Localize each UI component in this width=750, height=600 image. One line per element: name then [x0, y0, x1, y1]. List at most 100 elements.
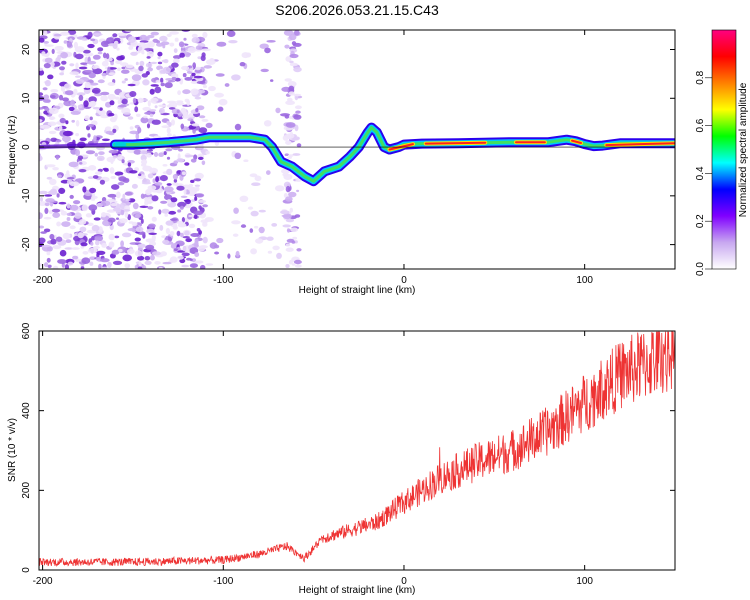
noise-blob	[95, 240, 100, 246]
noise-blob	[43, 99, 51, 103]
noise-blob	[258, 209, 266, 213]
noise-blob	[134, 250, 143, 257]
noise-blob	[121, 66, 126, 70]
noise-blob	[193, 154, 198, 160]
noise-blob	[117, 104, 127, 108]
noise-blob	[204, 217, 214, 222]
y-tick-label: -20	[21, 237, 32, 252]
noise-blob	[251, 182, 261, 186]
noise-blob	[239, 61, 246, 67]
noise-blob	[50, 238, 57, 245]
noise-blob	[100, 95, 108, 102]
noise-blob	[201, 160, 206, 166]
noise-blob	[174, 37, 179, 42]
noise-blob	[165, 227, 170, 235]
noise-blob	[122, 193, 126, 201]
noise-blob	[114, 113, 118, 120]
noise-blob	[124, 78, 128, 81]
noise-blob	[39, 37, 45, 43]
noise-blob	[193, 178, 201, 182]
noise-blob	[132, 202, 139, 210]
noise-blob	[141, 181, 152, 185]
noise-blob	[292, 153, 301, 156]
noise-blob	[129, 130, 139, 135]
noise-blob	[82, 251, 89, 255]
noise-blob	[296, 189, 300, 193]
noise-blob	[39, 237, 46, 244]
noise-blob	[110, 176, 116, 179]
spectrogram-frame	[38, 29, 676, 270]
noise-blob	[185, 198, 191, 205]
noise-blob	[288, 85, 295, 93]
noise-blob	[166, 156, 171, 160]
noise-blob	[158, 152, 165, 157]
noise-blob	[266, 236, 274, 241]
noise-blob	[117, 182, 125, 186]
noise-blob	[39, 119, 43, 123]
noise-blob	[202, 204, 209, 208]
noise-blob	[75, 133, 79, 137]
noise-blob	[194, 96, 202, 100]
x-tick-label: -100	[213, 275, 233, 286]
noise-blob	[192, 128, 196, 134]
noise-blob	[40, 124, 51, 130]
noise-blob	[280, 113, 290, 117]
noise-blob	[290, 227, 299, 233]
noise-blob	[160, 251, 167, 257]
noise-blob	[96, 250, 106, 255]
noise-blob	[69, 71, 80, 76]
noise-blob	[104, 126, 112, 132]
noise-blob	[51, 208, 61, 213]
noise-blob	[81, 204, 89, 212]
noise-blob	[180, 107, 187, 114]
noise-blob	[152, 178, 156, 183]
noise-blob	[121, 232, 132, 238]
y-tick-label: 0	[21, 567, 32, 573]
noise-blob	[92, 106, 100, 110]
noise-blob	[64, 247, 73, 250]
spectrogram-ridge	[39, 122, 675, 187]
noise-blob	[92, 175, 99, 179]
noise-blob	[154, 182, 163, 186]
noise-blob	[137, 42, 146, 48]
noise-blob	[170, 197, 178, 203]
noise-blob	[214, 92, 225, 98]
noise-blob	[158, 266, 163, 269]
noise-blob	[184, 205, 192, 209]
noise-blob	[149, 167, 158, 174]
noise-blob	[166, 199, 172, 204]
noise-blob	[285, 218, 294, 223]
noise-blob	[285, 185, 291, 193]
noise-blob	[148, 223, 156, 229]
noise-blob	[200, 55, 206, 62]
noise-blob	[160, 77, 164, 83]
noise-blob	[58, 94, 64, 101]
y-tick-label: 600	[21, 322, 32, 339]
noise-blob	[60, 86, 66, 92]
noise-blob	[39, 190, 48, 195]
noise-blob	[142, 79, 150, 86]
noise-blob	[137, 243, 146, 248]
noise-blob	[164, 82, 173, 89]
noise-blob	[272, 245, 280, 251]
noise-blob	[91, 235, 96, 241]
noise-blob	[231, 220, 241, 225]
noise-blob	[105, 130, 114, 135]
noise-blob	[43, 216, 52, 220]
noise-blob	[63, 100, 73, 107]
noise-blob	[137, 97, 144, 104]
noise-blob	[46, 251, 51, 256]
noise-blob	[169, 256, 178, 263]
noise-blob	[122, 178, 130, 183]
noise-blob	[89, 187, 97, 194]
noise-blob	[125, 64, 134, 69]
noise-blob	[159, 224, 164, 231]
noise-blob	[147, 100, 151, 107]
noise-blob	[109, 100, 115, 106]
noise-blob	[52, 245, 62, 250]
figure-title: S206.2026.053.21.15.C43	[275, 2, 439, 18]
noise-blob	[122, 254, 132, 262]
noise-blob	[98, 151, 105, 156]
noise-blob	[62, 97, 69, 102]
